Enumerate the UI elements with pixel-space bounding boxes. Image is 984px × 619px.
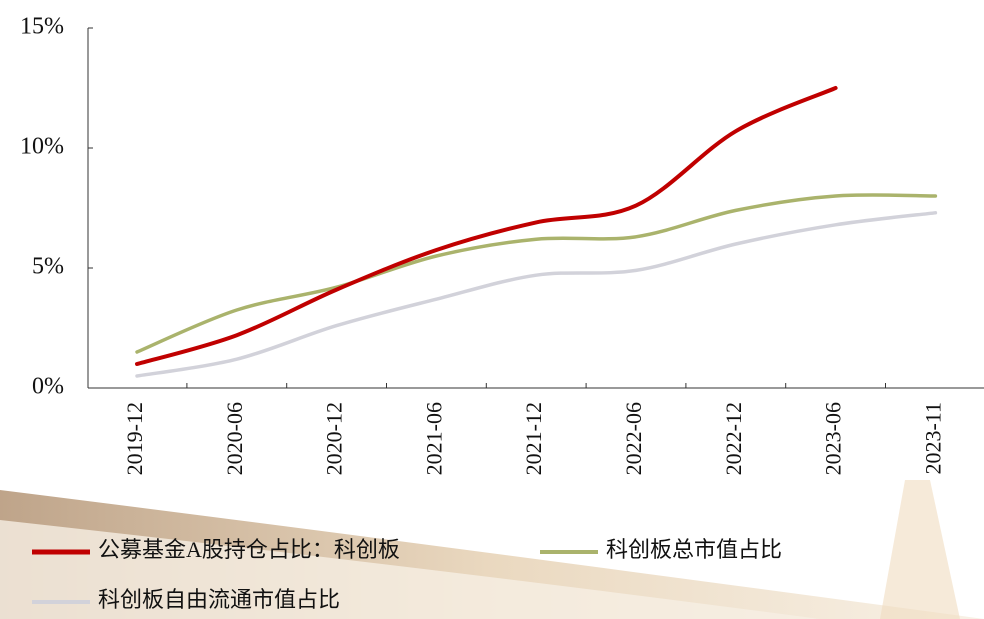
legend-label: 公募基金A股持仓占比：科创板 [98, 537, 400, 562]
decoration [880, 480, 960, 619]
x-tick-label: 2021-06 [421, 402, 446, 475]
decoration [0, 520, 820, 619]
y-tick-label: 10% [20, 134, 64, 160]
legend-label: 科创板总市值占比 [606, 537, 782, 562]
legend-label: 科创板自由流通市值占比 [98, 587, 340, 612]
series-line [135, 211, 938, 378]
x-tick-label: 2023-11 [920, 402, 945, 475]
y-tick-label: 5% [32, 254, 64, 280]
x-tick-label: 2021-12 [521, 402, 546, 475]
series-line [135, 193, 938, 354]
y-tick-label: 15% [20, 14, 64, 40]
x-tick-label: 2020-06 [222, 402, 247, 475]
x-tick-label: 2019-12 [122, 402, 147, 475]
x-tick-label: 2022-12 [721, 402, 746, 475]
y-tick-label: 0% [32, 374, 64, 400]
x-tick-label: 2022-06 [621, 402, 646, 475]
x-tick-label: 2023-06 [821, 402, 846, 475]
series-line [135, 86, 838, 366]
x-tick-label: 2020-12 [322, 402, 347, 475]
